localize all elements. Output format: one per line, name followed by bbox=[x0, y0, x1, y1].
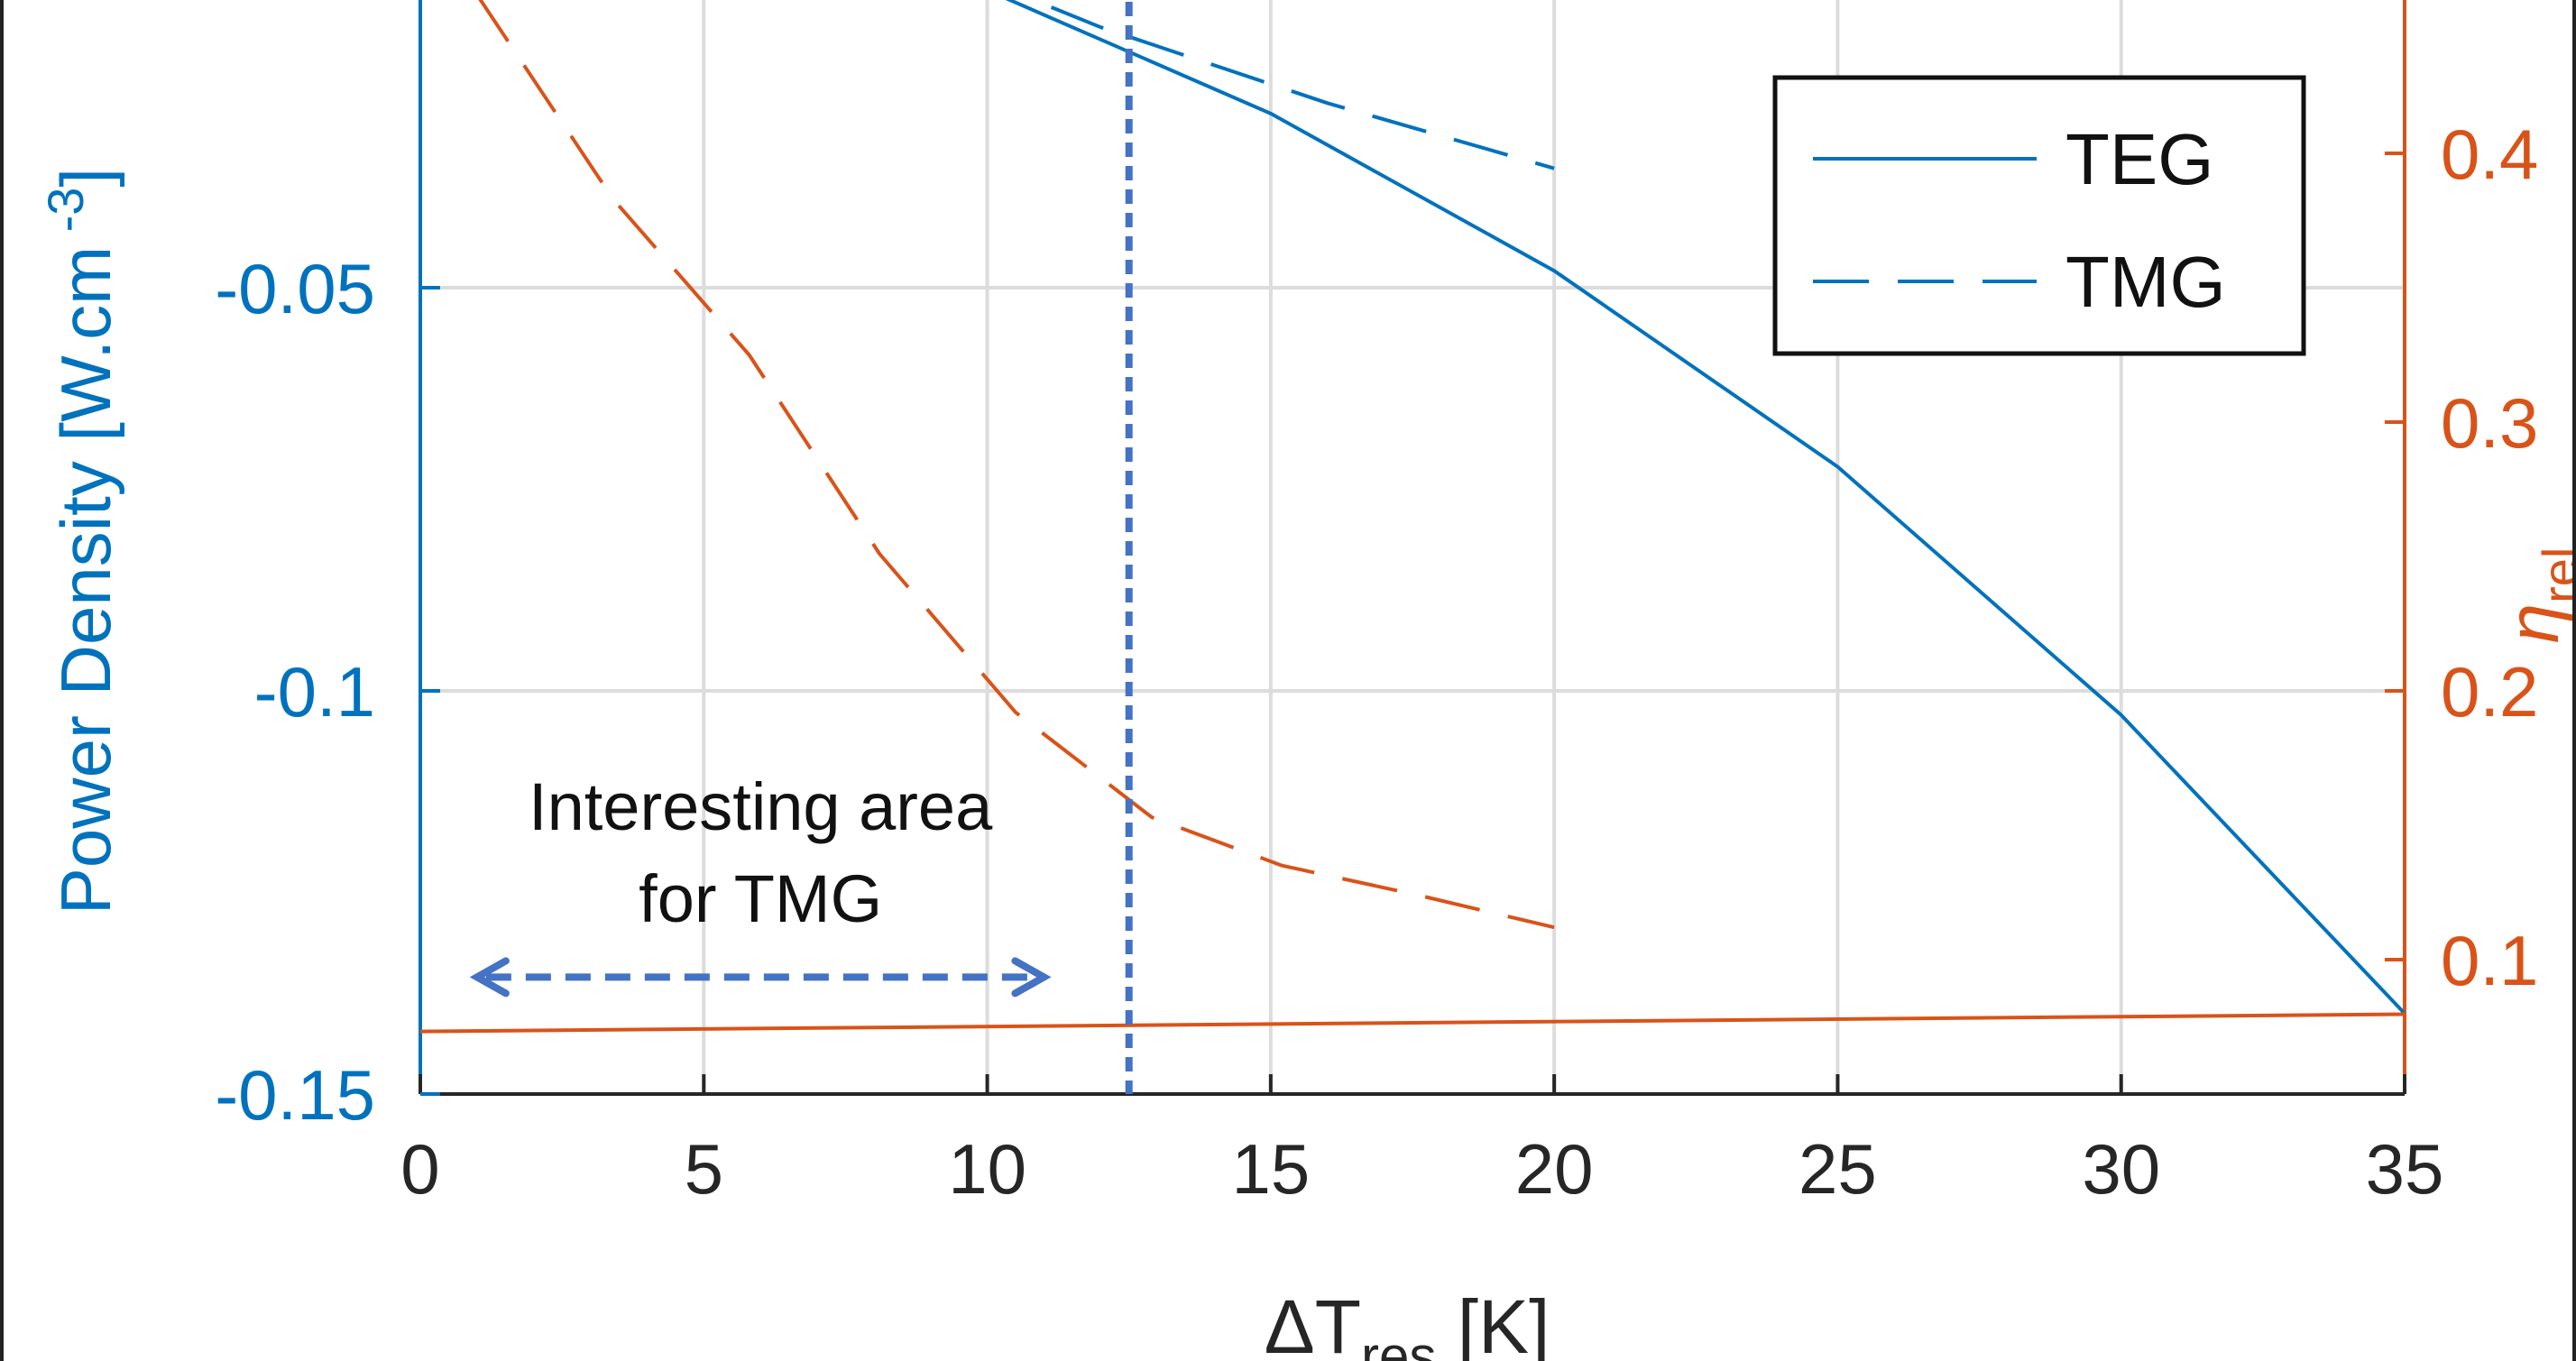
annotation-text-line1: Interesting area bbox=[529, 769, 993, 844]
x-tick-label: 35 bbox=[2366, 1129, 2444, 1209]
x-tick-label: 20 bbox=[1515, 1129, 1594, 1209]
x-tick-label: 25 bbox=[1799, 1129, 1877, 1209]
legend: TEG TMG bbox=[1772, 75, 2306, 356]
annotation-text-line2: for TMG bbox=[639, 861, 882, 936]
y-left-tick-label: -0.15 bbox=[215, 1055, 375, 1135]
series-line-teg bbox=[1005, 0, 2405, 1015]
annotation-layer: Interesting area for TMG bbox=[469, 0, 1133, 1094]
x-tick-label: 30 bbox=[2082, 1129, 2160, 1209]
label-layer: 05101520253035-0.15-0.1-0.0500.10.20.30.… bbox=[37, 115, 2576, 1361]
arrow-head-right bbox=[1011, 957, 1052, 998]
axis-layer bbox=[419, 0, 2406, 1096]
series-line-right-2 bbox=[420, 1012, 2405, 1034]
arrow-head-left bbox=[469, 957, 510, 998]
series-line-tmg bbox=[1028, 0, 1555, 170]
legend-label-teg: TEG bbox=[2065, 119, 2213, 199]
y-right-tick-label: 0.2 bbox=[2441, 652, 2538, 731]
series-layer bbox=[420, 0, 2405, 1034]
series-line-right-3 bbox=[478, 0, 1555, 930]
x-axis-label: ΔTres [K] bbox=[1265, 1284, 1550, 1361]
y-right-tick-label: 0.3 bbox=[2441, 383, 2538, 463]
y-left-tick-label: -0.1 bbox=[254, 652, 375, 731]
y-axis-right-label: ηrel bbox=[2493, 547, 2576, 644]
x-tick-label: 10 bbox=[948, 1129, 1026, 1209]
x-tick-label: 15 bbox=[1231, 1129, 1310, 1209]
y-axis-left-label: Power Density [W.cm -3] bbox=[37, 168, 125, 915]
legend-box bbox=[1772, 75, 2306, 356]
y-right-tick-label: 0.1 bbox=[2441, 921, 2538, 1000]
x-tick-label: 5 bbox=[685, 1129, 723, 1209]
y-right-tick-label: 0.4 bbox=[2441, 115, 2538, 194]
x-tick-label: 0 bbox=[400, 1129, 439, 1209]
y-left-tick-label: -0.05 bbox=[215, 249, 375, 328]
legend-label-tmg: TMG bbox=[2065, 242, 2226, 322]
